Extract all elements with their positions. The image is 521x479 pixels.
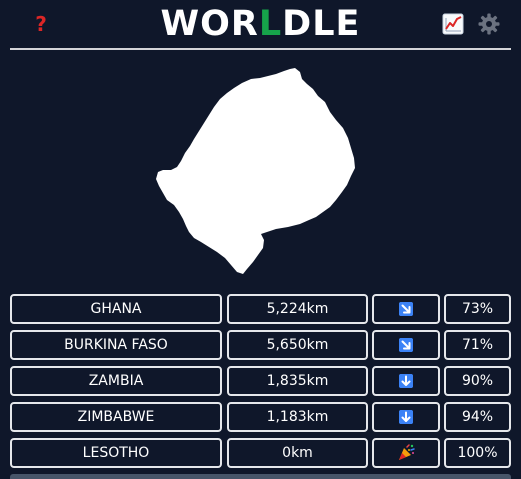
guess-proximity: 94% xyxy=(444,402,511,432)
guess-country: ZAMBIA xyxy=(10,366,222,396)
title-suffix: DLE xyxy=(282,4,361,44)
arrow-down-icon xyxy=(399,374,413,388)
title-prefix: WOR xyxy=(160,4,259,44)
guess-row: ZAMBIA 1,835km 90% xyxy=(10,366,511,396)
guess-distance: 0km xyxy=(227,438,368,468)
country-silhouette xyxy=(150,62,370,282)
guess-row: ZIMBABWE 1,183km 94% xyxy=(10,402,511,432)
help-button[interactable]: ? xyxy=(28,10,54,38)
question-mark-icon: ? xyxy=(35,12,47,36)
guess-direction xyxy=(372,438,440,468)
guess-direction xyxy=(372,330,440,360)
guess-proximity: 100% xyxy=(444,438,511,468)
party-popper-icon xyxy=(399,444,415,460)
share-bar-edge[interactable] xyxy=(10,474,511,479)
guess-country: GHANA xyxy=(10,294,222,324)
guess-country: BURKINA FASO xyxy=(10,330,222,360)
gear-icon xyxy=(478,13,500,35)
guess-proximity: 90% xyxy=(444,366,511,396)
guess-country: ZIMBABWE xyxy=(10,402,222,432)
title-accent-letter: L xyxy=(258,4,283,44)
statistics-button[interactable] xyxy=(442,13,464,35)
guess-row: BURKINA FASO 5,650km 71% xyxy=(10,330,511,360)
settings-button[interactable] xyxy=(477,12,501,36)
chart-icon xyxy=(442,13,464,35)
arrow-down-right-icon xyxy=(399,302,413,316)
guess-row: GHANA 5,224km 73% xyxy=(10,294,511,324)
guess-country: LESOTHO xyxy=(10,438,222,468)
guess-direction xyxy=(372,366,440,396)
arrow-down-right-icon xyxy=(399,338,413,352)
guess-distance: 5,224km xyxy=(227,294,368,324)
guess-list: GHANA 5,224km 73% BURKINA FASO 5,650km xyxy=(10,294,511,474)
arrow-down-icon xyxy=(399,410,413,424)
lesotho-shape xyxy=(156,68,355,274)
guess-distance: 5,650km xyxy=(227,330,368,360)
app-title: WORLDLE xyxy=(10,3,511,45)
guess-distance: 1,183km xyxy=(227,402,368,432)
guess-proximity: 71% xyxy=(444,330,511,360)
guess-distance: 1,835km xyxy=(227,366,368,396)
guess-direction xyxy=(372,402,440,432)
guess-row: LESOTHO 0km 100% xyxy=(10,438,511,468)
app-header: ? WORLDLE xyxy=(10,0,511,50)
guess-proximity: 73% xyxy=(444,294,511,324)
guess-direction xyxy=(372,294,440,324)
